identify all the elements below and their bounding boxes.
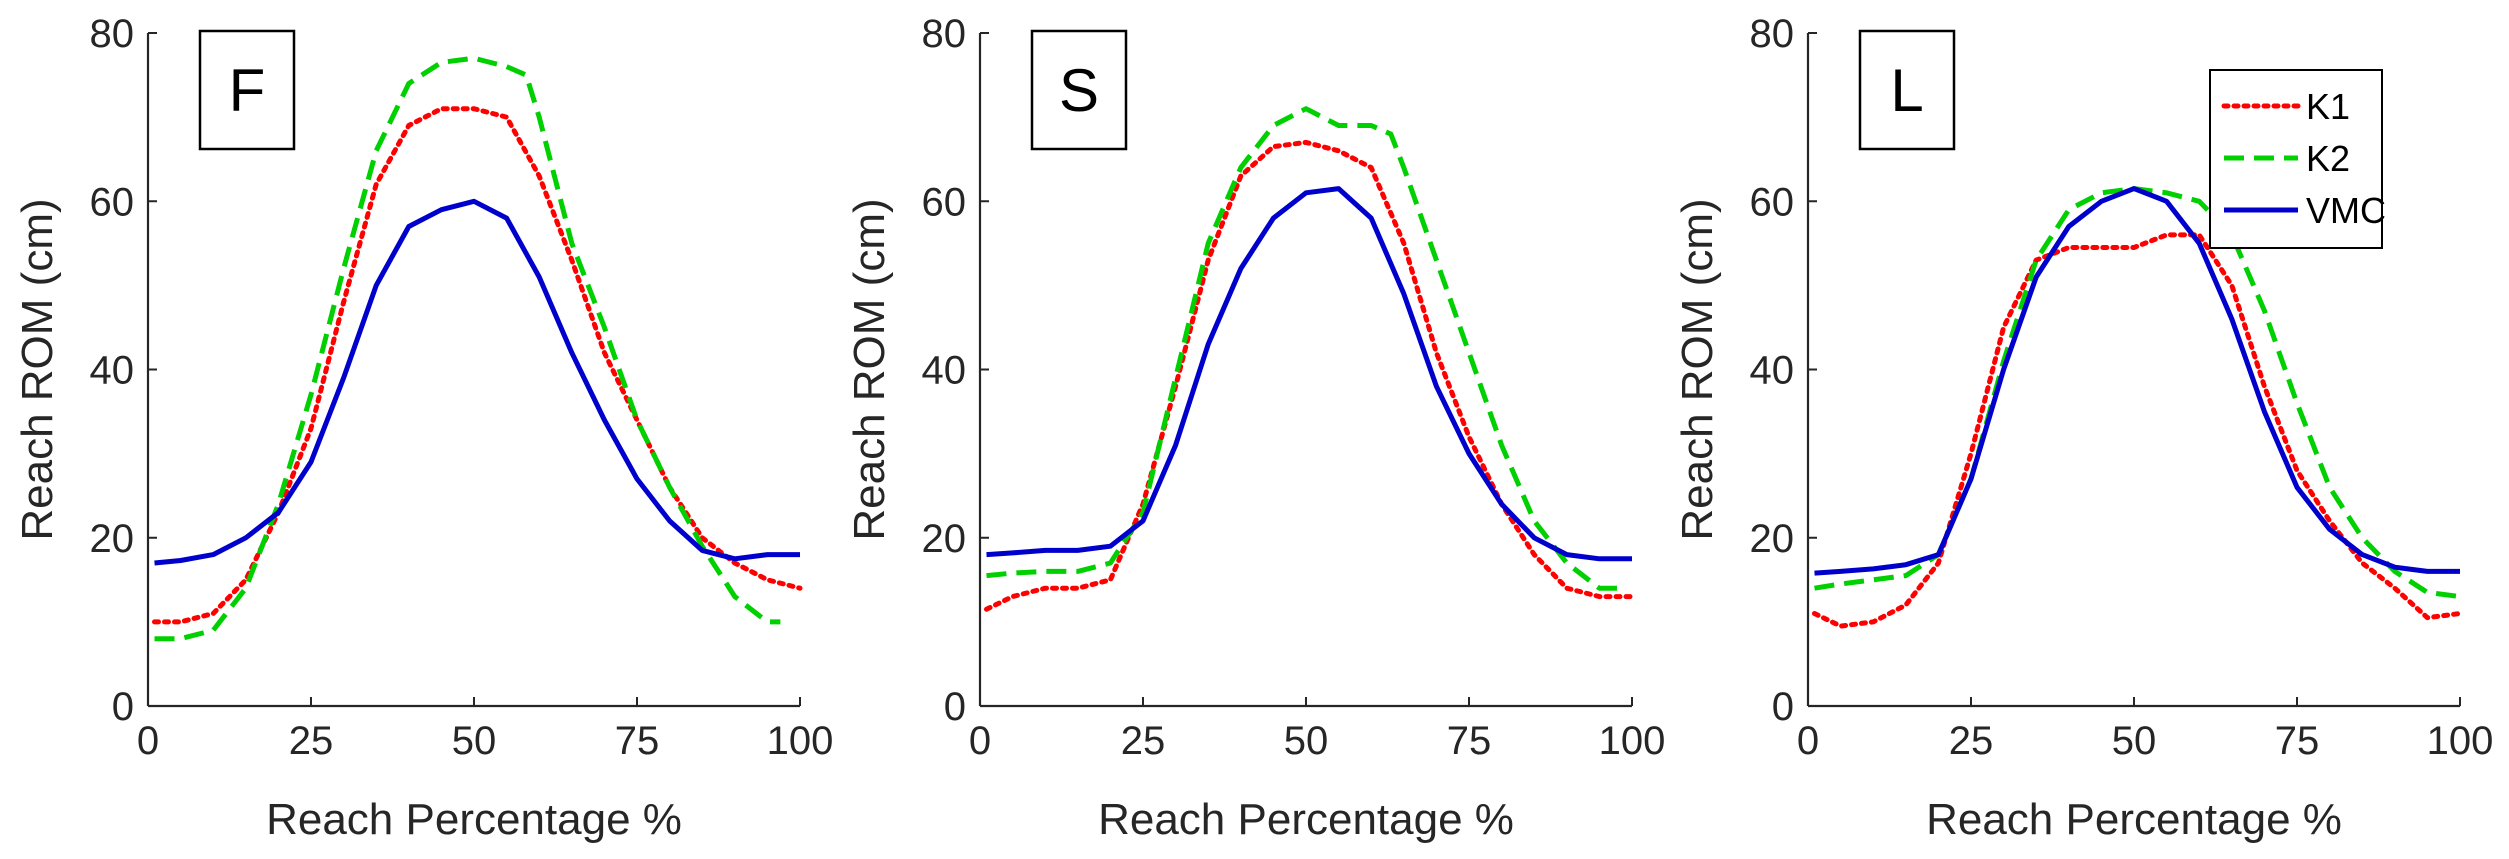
y-axis-title: Reach ROM (cm) bbox=[1673, 198, 1722, 540]
y-tick-label: 20 bbox=[1750, 517, 1795, 561]
series-line-k2 bbox=[154, 55, 781, 642]
x-tick-label: 75 bbox=[2275, 719, 2320, 763]
series-line-vmc bbox=[154, 198, 800, 566]
chart-panel-s: 0 25 50 75 100 0 20 40 60 80 Reach Percentage % Rea… bbox=[845, 12, 1665, 844]
y-tick-label: 80 bbox=[1750, 12, 1795, 56]
x-axis-title: Reach Percentage % bbox=[266, 795, 682, 844]
panel-label: S bbox=[1059, 57, 1099, 124]
x-tick-label: 25 bbox=[1121, 719, 1166, 763]
x-axis-title: Reach Percentage % bbox=[1098, 795, 1514, 844]
y-tick-label: 20 bbox=[922, 517, 967, 561]
chart-panel-f: 0 25 50 75 100 0 20 40 60 80 Reach Percentage % Rea… bbox=[13, 12, 833, 844]
series-line-k1 bbox=[1812, 232, 2463, 629]
series-line-k1 bbox=[984, 139, 1635, 612]
x-tick-label: 0 bbox=[969, 719, 991, 763]
y-tick-label: 60 bbox=[90, 180, 135, 224]
x-tick-label: 100 bbox=[2427, 719, 2494, 763]
x-tick-label: 0 bbox=[137, 719, 159, 763]
x-tick-label: 50 bbox=[452, 719, 497, 763]
y-tick-label: 40 bbox=[1750, 349, 1795, 393]
x-tick-label: 25 bbox=[1949, 719, 1994, 763]
x-tick-label: 75 bbox=[615, 719, 660, 763]
x-tick-label: 0 bbox=[1797, 719, 1819, 763]
legend-label-vmc: VMC bbox=[2306, 190, 2386, 231]
y-tick-label: 20 bbox=[90, 517, 135, 561]
y-tick-label: 0 bbox=[112, 685, 134, 729]
y-axis-title: Reach ROM (cm) bbox=[845, 198, 894, 540]
x-tick-label: 100 bbox=[1599, 719, 1666, 763]
panel-label: L bbox=[1890, 57, 1923, 124]
panel-label-box bbox=[1858, 29, 1956, 151]
x-tick-label: 100 bbox=[767, 719, 834, 763]
series-line-k2 bbox=[986, 106, 1619, 591]
y-axis-title: Reach ROM (cm) bbox=[13, 198, 62, 540]
y-tick-label: 40 bbox=[922, 349, 967, 393]
series-line-k1 bbox=[152, 106, 803, 625]
series-line-k2 bbox=[1814, 186, 2461, 600]
y-tick-label: 80 bbox=[922, 12, 967, 56]
y-tick-label: 60 bbox=[1750, 180, 1795, 224]
y-tick-label: 0 bbox=[1772, 685, 1794, 729]
y-tick-label: 0 bbox=[944, 685, 966, 729]
y-tick-label: 80 bbox=[90, 12, 135, 56]
y-tick-label: 40 bbox=[90, 349, 135, 393]
x-axis-title: Reach Percentage % bbox=[1926, 795, 2342, 844]
panel-label: F bbox=[229, 57, 266, 124]
x-tick-label: 50 bbox=[2112, 719, 2157, 763]
y-tick-label: 60 bbox=[922, 180, 967, 224]
series-line-vmc bbox=[1814, 186, 2460, 576]
panel-label-box bbox=[1030, 29, 1128, 151]
x-tick-label: 75 bbox=[1447, 719, 1492, 763]
legend-label-k2: K2 bbox=[2306, 138, 2350, 179]
legend-label-k1: K1 bbox=[2306, 86, 2350, 127]
chart-panel-l: 0 25 50 75 100 0 20 40 60 80 Reach Percentage % Rea… bbox=[1673, 12, 2493, 844]
panel-label-box bbox=[198, 29, 296, 151]
series-line-vmc bbox=[986, 186, 1632, 562]
x-tick-label: 50 bbox=[1284, 719, 1329, 763]
x-tick-label: 25 bbox=[289, 719, 334, 763]
